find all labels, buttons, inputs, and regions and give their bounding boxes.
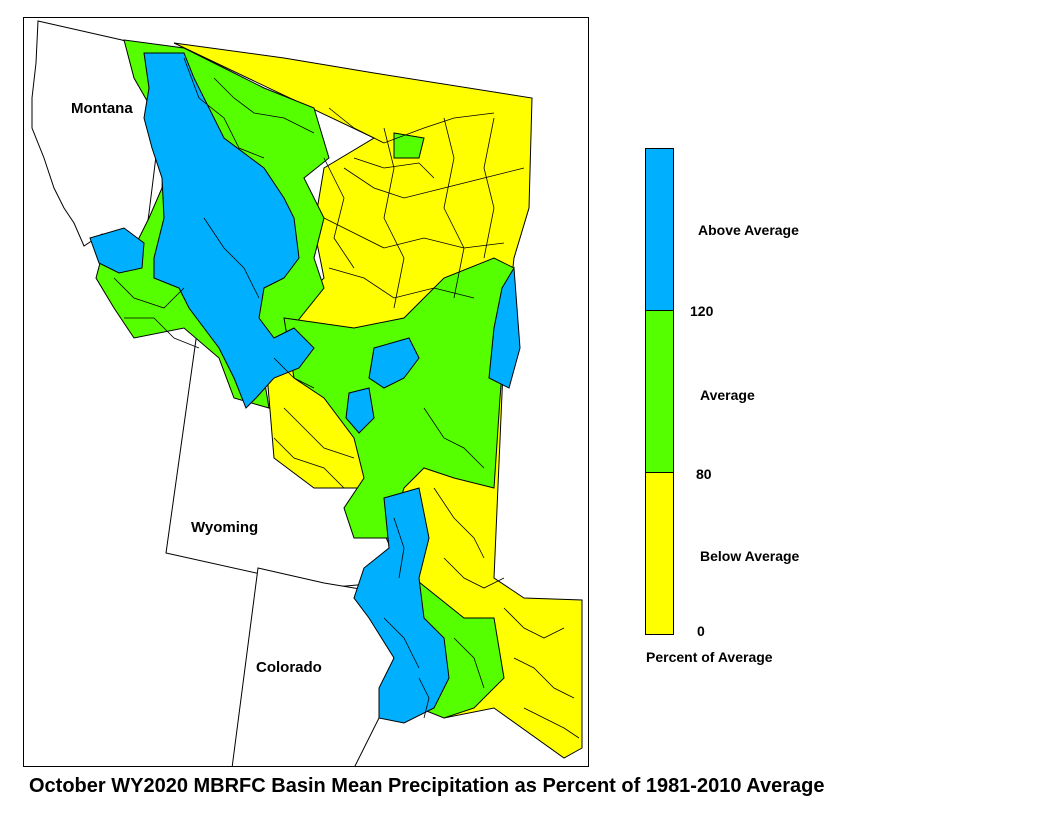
- legend-label-below-average: Below Average: [700, 548, 800, 564]
- legend-label-average: Average: [700, 387, 755, 403]
- above-average-basins-west: [89, 227, 145, 274]
- colorado-label: Colorado: [256, 659, 322, 676]
- above-average-basins-north: [143, 52, 315, 409]
- average-basins-central: [283, 257, 515, 539]
- map-caption: October WY2020 MBRFC Basin Mean Precipit…: [29, 775, 825, 797]
- basin-map: [31, 20, 583, 766]
- above-average-basins-central-2: [345, 387, 375, 434]
- montana-label: Montana: [71, 100, 133, 117]
- legend-swatch-above-average: [645, 148, 674, 311]
- above-average-basins-central: [368, 337, 420, 389]
- basin-boundaries: [113, 57, 580, 739]
- legend-tick-0: 0: [697, 623, 705, 639]
- legend-swatch-below-average: [645, 472, 674, 635]
- legend-label-above-average: Above Average: [698, 222, 799, 238]
- legend-swatch-average: [645, 310, 674, 473]
- above-average-basins-south: [353, 487, 450, 724]
- wyoming-label: Wyoming: [191, 519, 259, 536]
- legend-axis-title: Percent of Average: [646, 649, 773, 665]
- legend-tick-120: 120: [690, 303, 714, 319]
- legend-tick-80: 80: [696, 466, 712, 482]
- above-average-basins-east: [488, 266, 521, 389]
- average-basins-north-east: [393, 132, 425, 159]
- map-frame: Montana Wyoming Colorado: [23, 17, 589, 767]
